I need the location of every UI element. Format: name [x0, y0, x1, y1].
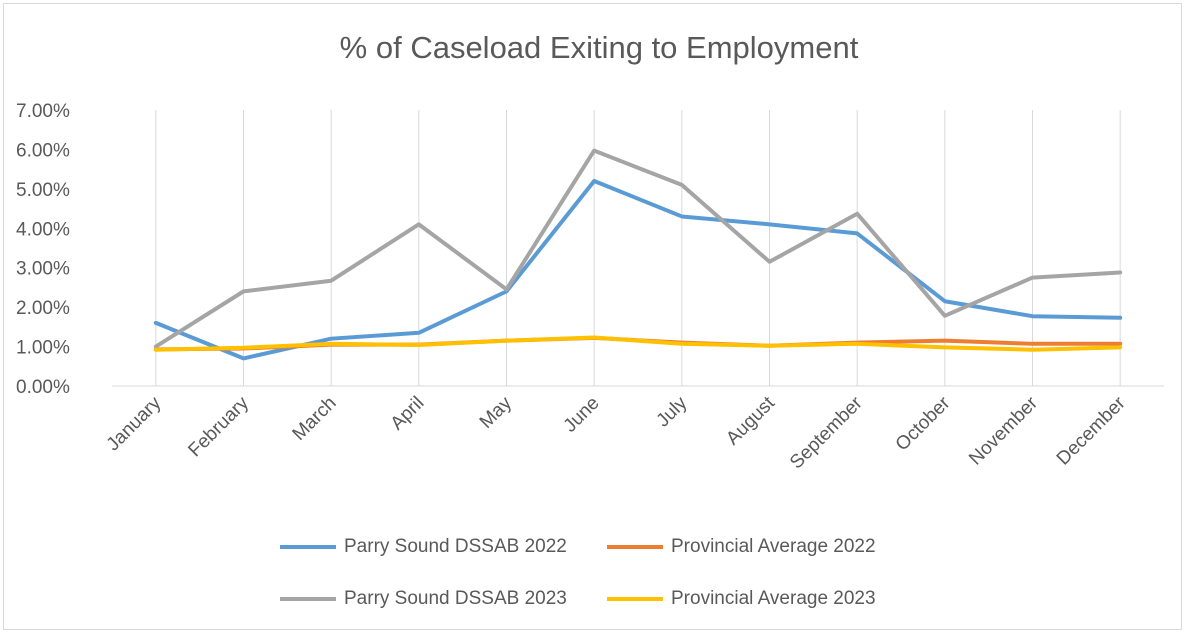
x-tick-label: July [653, 392, 692, 431]
y-tick-label: 5.00% [16, 180, 70, 201]
x-tick-label: September [786, 392, 867, 473]
chart-title: % of Caseload Exiting to Employment [339, 30, 859, 65]
x-tick-label: March [289, 393, 341, 445]
x-tick-label: April [387, 393, 429, 435]
x-tick-label: January [103, 392, 166, 455]
series-line-2 [153, 148, 1123, 349]
y-tick-label: 1.00% [16, 338, 70, 359]
y-tick-label: 7.00% [16, 101, 70, 122]
series-line-3 [153, 335, 1123, 352]
legend-item-prov-2022: Provincial Average 2022 [607, 536, 876, 558]
x-tick-label: November [965, 392, 1042, 469]
x-tick-label: February [184, 392, 253, 461]
x-tick-label: August [722, 392, 779, 449]
legend-item-prov-2023: Provincial Average 2023 [607, 588, 876, 610]
legend-item-ps-2023: Parry Sound DSSAB 2023 [280, 588, 567, 610]
legend-label: Provincial Average 2022 [671, 536, 876, 557]
legend-label: Provincial Average 2023 [671, 588, 876, 609]
x-tick-label: December [1053, 392, 1130, 469]
chart-frame [3, 3, 1182, 630]
x-tick-label: June [560, 393, 604, 437]
legend-item-ps-2022: Parry Sound DSSAB 2022 [280, 536, 567, 558]
x-tick-label: October [892, 392, 955, 455]
legend-swatch [607, 545, 663, 549]
legend-swatch [280, 597, 336, 601]
y-tick-label: 3.00% [16, 259, 70, 280]
series-line-0 [153, 178, 1123, 361]
y-tick-label: 4.00% [16, 219, 70, 240]
legend-label: Parry Sound DSSAB 2022 [344, 536, 567, 557]
y-tick-label: 6.00% [16, 140, 70, 161]
legend-swatch [280, 545, 336, 549]
legend-label: Parry Sound DSSAB 2023 [344, 588, 567, 609]
y-tick-label: 2.00% [16, 298, 70, 319]
y-tick-label: 0.00% [16, 377, 70, 398]
x-tick-label: May [476, 392, 517, 433]
legend-swatch [607, 597, 663, 601]
